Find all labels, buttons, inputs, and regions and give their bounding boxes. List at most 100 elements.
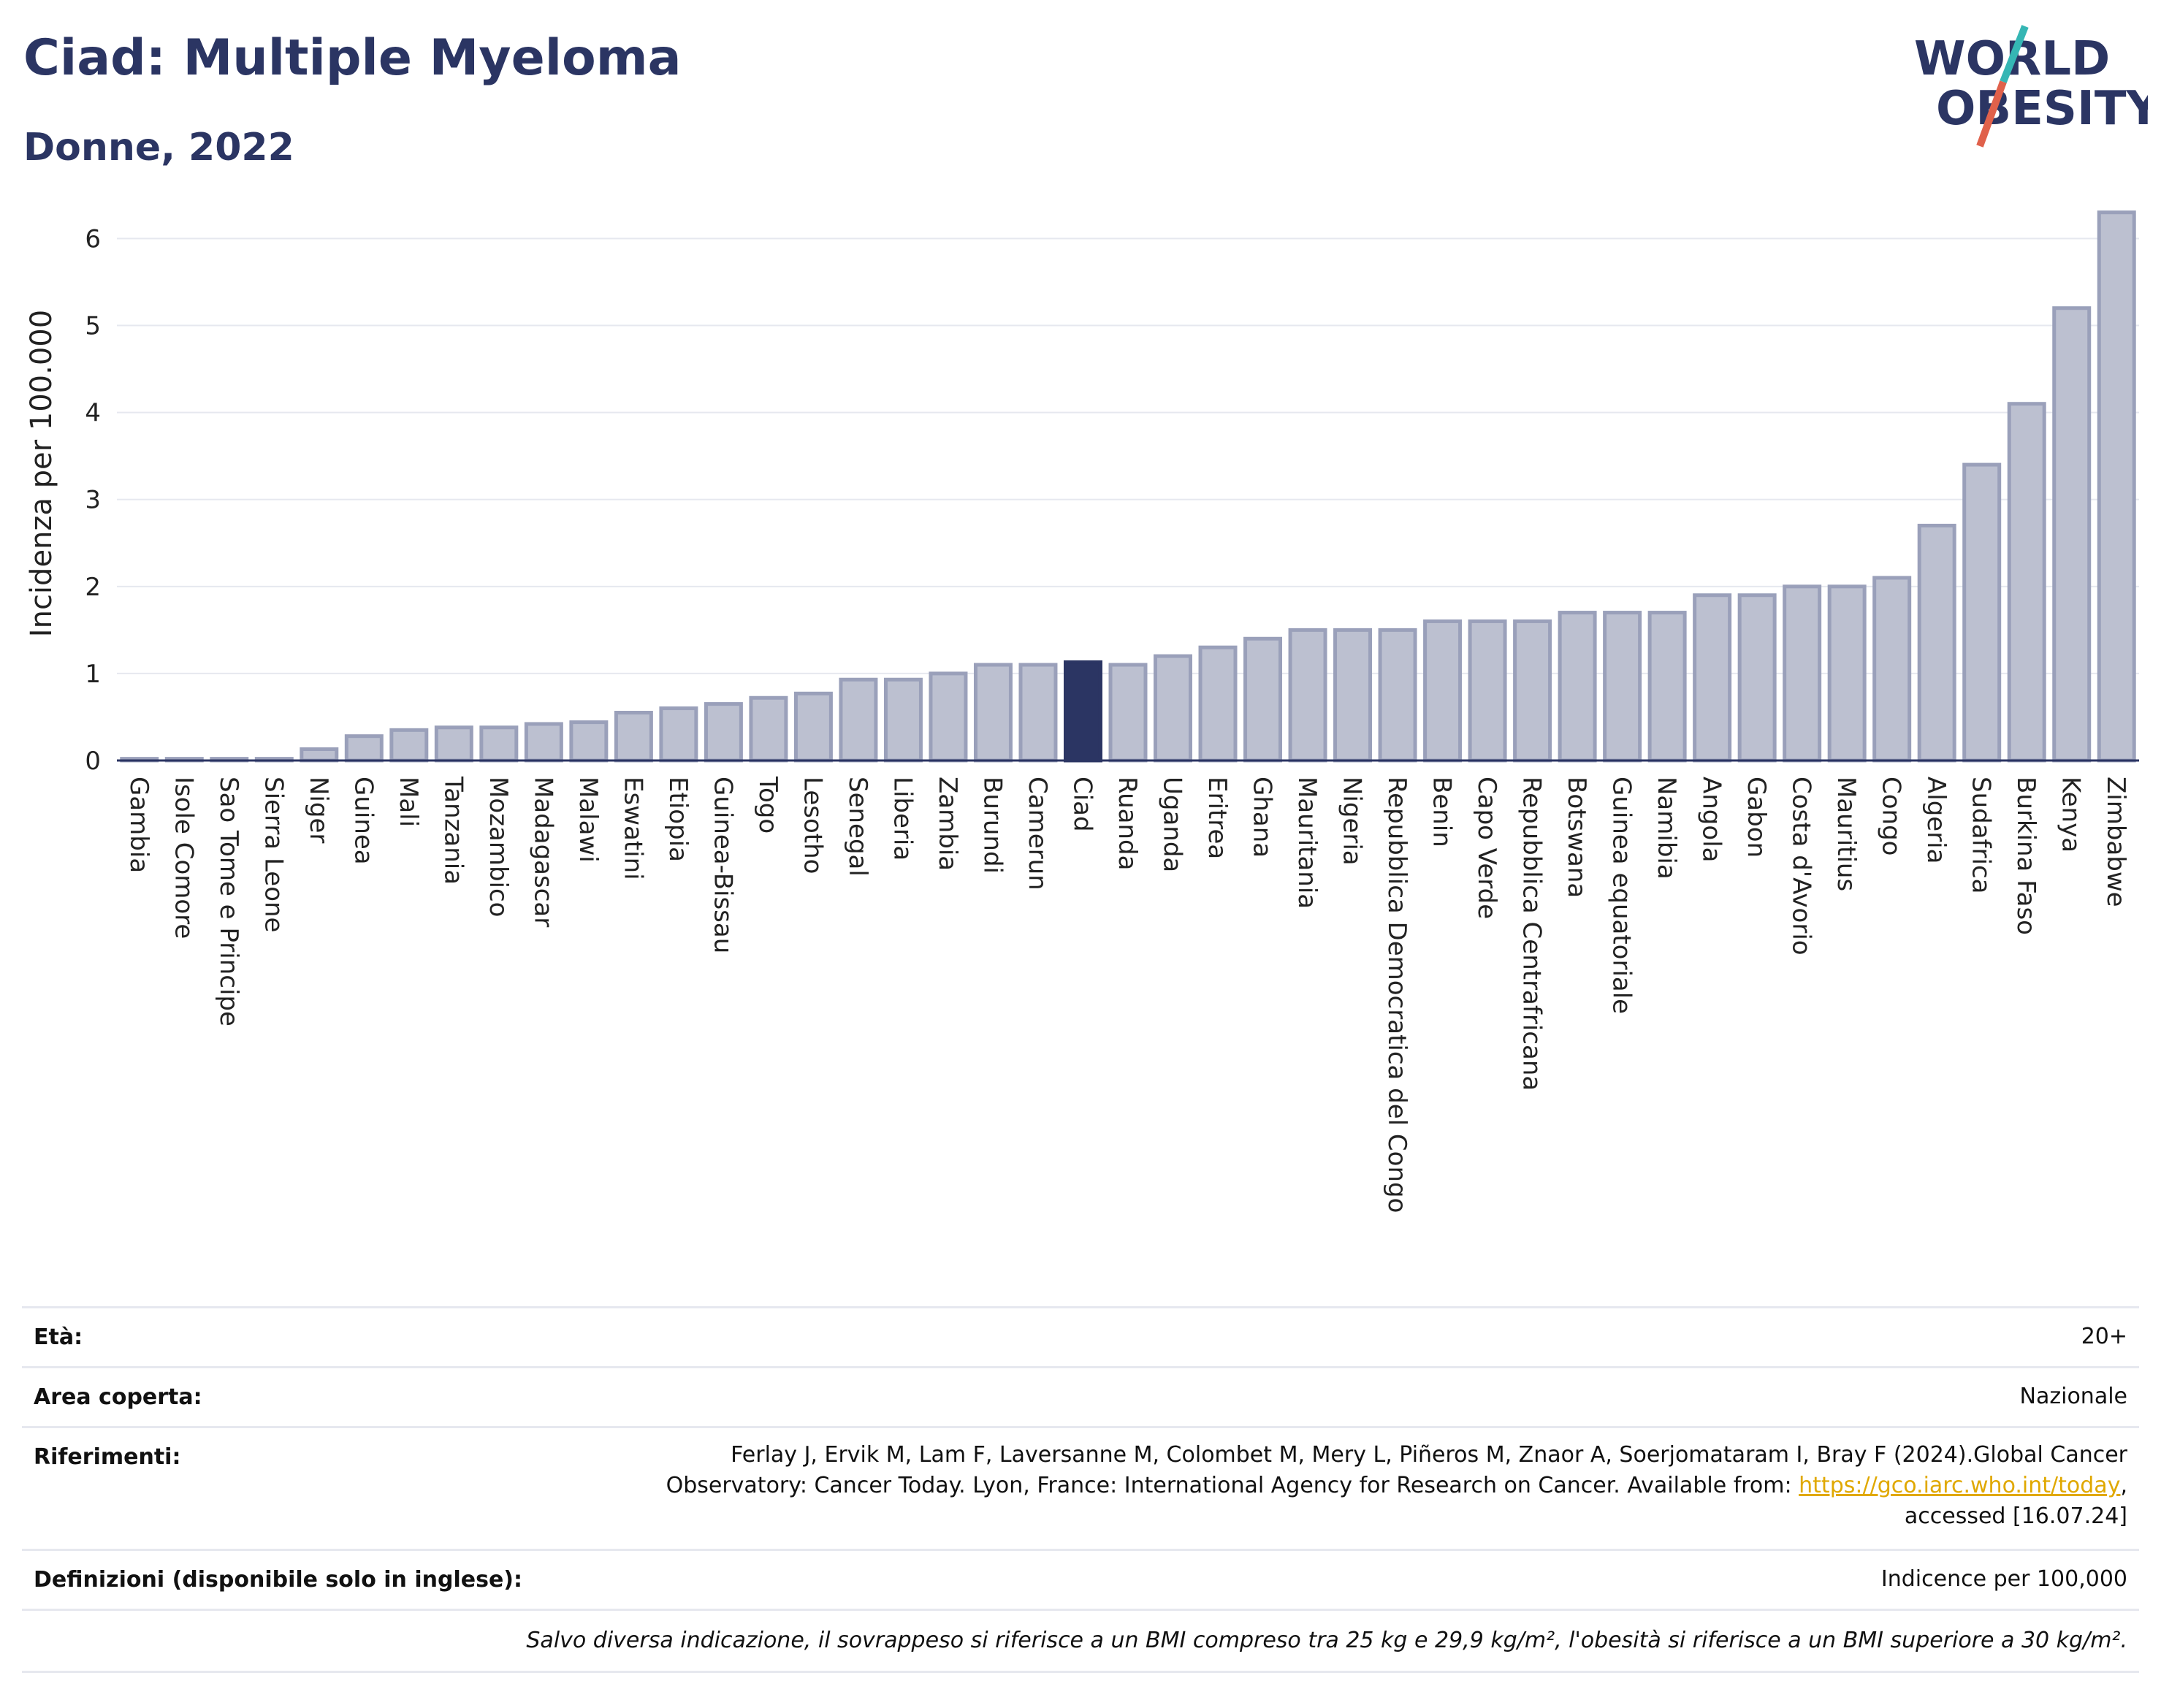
- bar-benin: [1423, 619, 1463, 763]
- bar-gabon: [1737, 593, 1777, 763]
- x-tick-label: Repubblica Centrafricana: [1517, 777, 1547, 1091]
- x-tick-label: Uganda: [1158, 777, 1187, 872]
- bar-burkina-faso: [2007, 402, 2046, 763]
- logo-line2: OBESITY: [1936, 82, 2148, 136]
- meta-row-references: Riferimenti: Ferlay J, Ervik M, Lam F, L…: [22, 1426, 2139, 1549]
- bar-mozambico: [479, 725, 519, 763]
- bar-malawi: [569, 720, 609, 763]
- ref-line2: Observatory: Cancer Today. Lyon, France:…: [666, 1471, 2127, 1501]
- bar-ruanda: [1108, 663, 1148, 763]
- bar-sudafrica: [1962, 462, 2002, 763]
- bar-guinea-bissau: [704, 702, 743, 763]
- x-tick-label: Niger: [304, 777, 333, 843]
- x-tick-label: Guinea: [348, 777, 378, 865]
- x-tick-label: Burkina Faso: [2011, 777, 2040, 935]
- world-obesity-logo: WORLD OBESITY: [1914, 25, 2148, 148]
- ref-line3: accessed [16.07.24]: [1904, 1503, 2127, 1529]
- bar-camerun: [1018, 663, 1058, 763]
- y-tick-label: 3: [85, 486, 101, 515]
- bar-repubblica-centrafricana: [1513, 619, 1552, 763]
- x-tick-label: Guinea-Bissau: [708, 777, 737, 953]
- bar-kenya: [2052, 306, 2092, 763]
- x-tick-label: Etiopia: [663, 777, 693, 862]
- bar-etiopia: [659, 706, 698, 763]
- x-tick-label: Malawi: [573, 777, 603, 863]
- x-tick-label: Gambia: [124, 777, 153, 873]
- def-value: Indicence per 100,000: [1880, 1566, 2127, 1592]
- ref-label: Riferimenti:: [34, 1444, 181, 1470]
- bar-burundi: [973, 663, 1013, 763]
- bar-zimbabwe: [2097, 210, 2136, 763]
- bar-lesotho: [793, 691, 833, 763]
- x-tick-label: Tanzania: [438, 776, 468, 885]
- x-tick-label: Congo: [1877, 777, 1906, 855]
- y-tick-label: 4: [85, 399, 101, 428]
- age-label: Età:: [34, 1324, 83, 1350]
- age-value: 20+: [2081, 1324, 2127, 1349]
- bar-niger: [300, 747, 339, 763]
- bar-mauritius: [1827, 584, 1867, 763]
- x-tick-label: Mali: [394, 777, 423, 827]
- ref-value: Ferlay J, Ervik M, Lam F, Laversanne M, …: [666, 1440, 2127, 1532]
- bar-algeria: [1917, 523, 1956, 763]
- bar-togo: [749, 695, 788, 763]
- y-tick-label: 1: [85, 660, 101, 689]
- y-tick-label: 6: [85, 224, 101, 253]
- bar-liberia: [883, 677, 923, 763]
- bar-zambia: [929, 671, 968, 763]
- x-tick-label: Ghana: [1248, 777, 1277, 858]
- x-tick-label: Eritrea: [1203, 777, 1232, 859]
- bar-eswatini: [614, 711, 653, 763]
- meta-row-age: Età: 20+: [22, 1306, 2139, 1367]
- meta-row-note: Salvo diversa indicazione, il sovrappeso…: [22, 1609, 2139, 1673]
- x-tick-label: Guinea equatoriale: [1607, 777, 1636, 1014]
- x-tick-label: Isole Comore: [169, 777, 198, 939]
- x-tick-label: Togo: [753, 776, 782, 834]
- bar-botswana: [1558, 611, 1597, 763]
- bar-mauritania: [1288, 628, 1327, 763]
- meta-row-definitions: Definizioni (disponibile solo in inglese…: [22, 1549, 2139, 1609]
- ref-line2-end: ,: [2120, 1473, 2127, 1498]
- x-tick-label: Mauritania: [1292, 777, 1322, 909]
- bar-tanzania: [434, 725, 473, 763]
- bar-chart: 0 1 2 3 4 5 6 Incidenza per 100.000 Gambia Isole …: [25, 210, 2139, 1213]
- bar-ghana: [1243, 636, 1283, 763]
- y-tick-label: 0: [85, 747, 101, 776]
- x-tick-label: Zambia: [933, 777, 962, 871]
- bar-costa-d-avorio: [1783, 584, 1822, 763]
- x-tick-label: Burundi: [977, 777, 1007, 874]
- bar-guinea: [344, 734, 384, 763]
- x-tick-label: Ciad: [1067, 777, 1097, 832]
- x-tick-label: Sudafrica: [1967, 777, 1996, 893]
- y-tick-label: 2: [85, 573, 101, 602]
- x-tick-label: Sao Tome e Principe: [214, 777, 243, 1026]
- bar-mali: [389, 728, 429, 763]
- x-tick-label: Zimbabwe: [2101, 777, 2130, 907]
- bar-uganda: [1154, 654, 1193, 763]
- area-value: Nazionale: [2019, 1384, 2127, 1409]
- x-tick-label: Liberia: [888, 777, 917, 861]
- x-tick-label: Gabon: [1742, 777, 1771, 858]
- x-tick-label: Eswatini: [618, 777, 647, 880]
- ref-line2-text: Observatory: Cancer Today. Lyon, France:…: [666, 1473, 1799, 1498]
- ref-line1: Ferlay J, Ervik M, Lam F, Laversanne M, …: [731, 1442, 2127, 1468]
- x-tick-label: Nigeria: [1338, 777, 1367, 866]
- ref-link[interactable]: https://gco.iarc.who.int/today: [1799, 1473, 2121, 1498]
- x-tick-label: Algeria: [1921, 777, 1951, 863]
- bar-madagascar: [524, 722, 563, 763]
- meta-row-area: Area coperta: Nazionale: [22, 1366, 2139, 1427]
- x-tick-label: Angola: [1697, 777, 1726, 862]
- bar-eritrea: [1198, 645, 1238, 763]
- bar-namibia: [1647, 611, 1687, 763]
- x-tick-label: Namibia: [1652, 777, 1681, 880]
- y-axis-label: Incidenza per 100.000: [25, 310, 58, 637]
- bar-senegal: [839, 677, 878, 763]
- x-tick-label: Mozambico: [484, 777, 513, 917]
- bar-nigeria: [1333, 628, 1373, 763]
- x-tick-label: Madagascar: [528, 777, 557, 927]
- bar-guinea-equatoriale: [1603, 611, 1642, 763]
- x-tick-label: Capo Verde: [1472, 777, 1501, 919]
- x-tick-label: Repubblica Democratica del Congo: [1382, 777, 1411, 1213]
- def-label: Definizioni (disponibile solo in inglese…: [34, 1567, 522, 1593]
- page-title: Ciad: Multiple Myeloma: [23, 29, 682, 87]
